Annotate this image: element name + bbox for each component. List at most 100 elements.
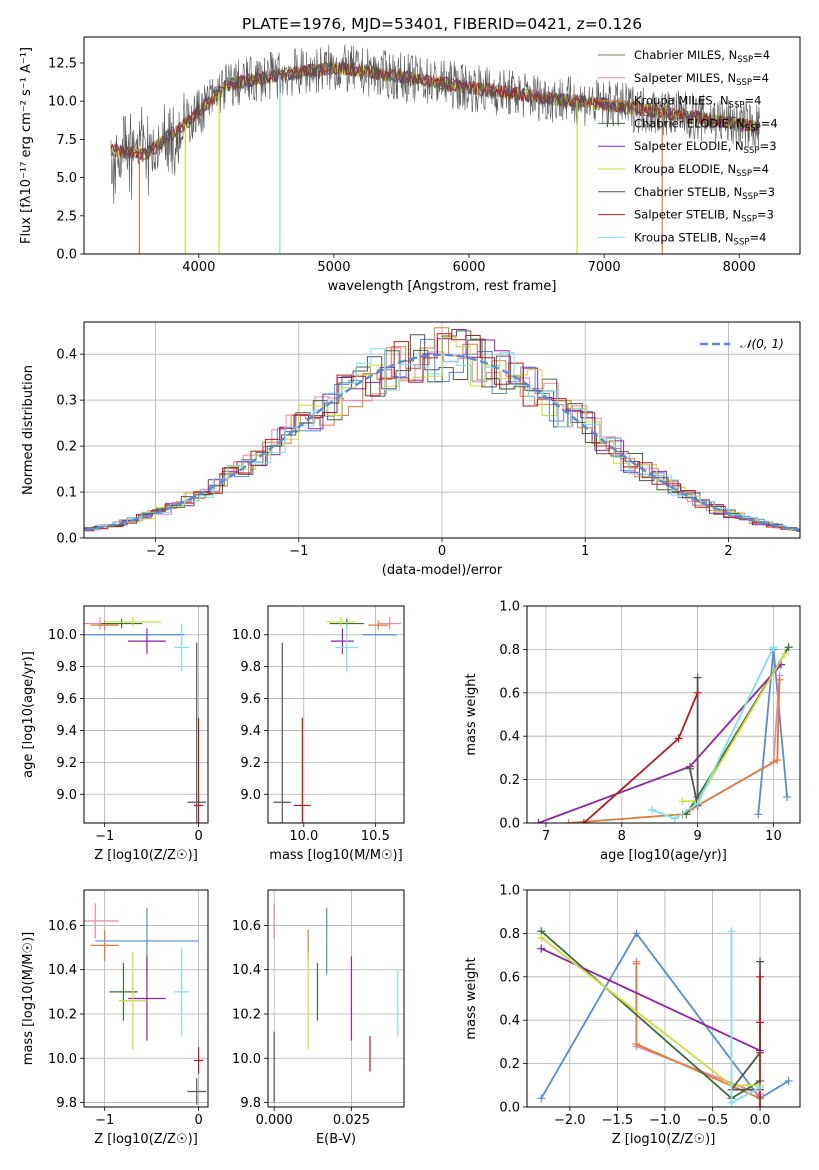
legend-sub: SSP (742, 192, 758, 202)
gaussian-curve (84, 353, 800, 532)
y-tick-label: 9.8 (240, 660, 261, 675)
age_vs_mass-panel: 10.0 10.5 9.0 9.2 9.4 9.6 9.8 10.0 mass [log10(M… (232, 605, 405, 863)
weight-marker (775, 675, 784, 684)
weight-marker (632, 959, 641, 968)
y-tick-label: 10.0 (232, 1052, 261, 1067)
legend-suffix: =3 (757, 208, 774, 222)
plot-area (84, 903, 207, 1105)
y-tick-label: 0.4 (499, 730, 520, 745)
x-tick-label: 0.000 (256, 1113, 293, 1128)
legend-label: Kroupa ELODIE, NSSP=4 (634, 162, 769, 179)
x-axis-label: mass [log10(M/M☉)] (269, 848, 402, 863)
y-tick-label: 10.0 (48, 95, 77, 110)
x-tick-label: 2 (724, 544, 732, 559)
axes-frame (267, 605, 405, 824)
legend-suffix: =4 (753, 48, 770, 62)
legend-suffix: =3 (760, 139, 777, 153)
legend-label: 𝒩(0, 1) (740, 337, 784, 351)
y-tick-label: 9.2 (56, 756, 77, 771)
weight_vs_age-panel: 7 8 9 10 0.0 0.2 0.4 0.6 0.8 1.0 age [log10(age/yr… (464, 600, 801, 863)
spectrum-panel: 4000 5000 6000 7000 8000 0.0 2.5 5.0 7.5 10.0 12.5… (19, 36, 801, 294)
y-axis-label: age [log10(age/yr)] (21, 651, 36, 778)
y-tick-label: 0.3 (56, 394, 77, 409)
weight-marker (756, 972, 765, 981)
weight-marker (648, 805, 657, 814)
y-tick-label: 10.0 (232, 628, 261, 643)
x-tick-label: −1.5 (602, 1113, 634, 1128)
y-tick-label: 7.5 (56, 133, 77, 148)
x-axis-label: age [log10(age/yr)] (600, 848, 727, 863)
legend-suffix: =4 (752, 162, 769, 176)
y-tick-label: 0.2 (499, 773, 520, 788)
x-axis-label: E(B-V) (316, 1132, 356, 1147)
x-tick-label: 0 (194, 829, 202, 844)
weight-marker (784, 643, 793, 652)
weight-marker (780, 649, 789, 658)
y-tick-label: 10.2 (232, 1008, 261, 1023)
weight-line (651, 646, 775, 820)
y-tick-label: 9.6 (56, 692, 77, 707)
weight-line (583, 692, 699, 823)
legend-sub: SSP (736, 169, 752, 179)
legend-label: Salpeter STELIB, NSSP=3 (634, 208, 774, 225)
legend-suffix: =3 (758, 185, 775, 199)
weight-line (540, 931, 790, 1100)
x-axis-label: (data-model)/error (382, 563, 503, 578)
legend-label: Chabrier STELIB, NSSP=3 (634, 185, 775, 202)
weight-marker (727, 1098, 736, 1107)
y-tick-label: 9.8 (56, 1096, 77, 1111)
y-tick-label: 0.8 (499, 643, 520, 658)
histogram-series (84, 333, 800, 532)
y-tick-label: 0.6 (499, 686, 520, 701)
weight-line (730, 931, 761, 1105)
x-tick-label: −1.0 (649, 1113, 681, 1128)
weight-marker (756, 1103, 765, 1107)
weight-marker (784, 1076, 793, 1085)
y-tick-label: 0.0 (56, 532, 77, 547)
weight-line (538, 664, 782, 823)
x-tick-label: 4000 (182, 260, 215, 275)
y-tick-label: 0.2 (499, 1057, 520, 1072)
x-tick-label: −1 (289, 544, 308, 559)
weight-marker (670, 814, 679, 823)
axes-frame (526, 889, 801, 1108)
x-tick-label: 0 (194, 1113, 202, 1128)
x-tick-label: 0 (438, 544, 446, 559)
legend-sub: SSP (737, 55, 753, 65)
y-axis-label: mass weight (464, 957, 479, 1039)
age_vs_Z-panel: −1 0 9.0 9.2 9.4 9.6 9.8 10.0 Z [log10(Z/Z☉)] age… (21, 605, 209, 863)
weight-line (729, 961, 761, 1091)
y-tick-label: 0.0 (499, 817, 520, 832)
y-tick-label: 0.2 (56, 440, 77, 455)
x-axis-label: Z [log10(Z/Z☉)] (94, 1132, 198, 1147)
legend-sub: SSP (729, 101, 745, 111)
x-tick-label: 1 (581, 544, 589, 559)
weight-marker (783, 792, 792, 801)
x-tick-label: 7000 (588, 260, 621, 275)
weight-marker (678, 797, 687, 806)
weight-marker (756, 957, 765, 966)
legend-label: Kroupa STELIB, NSSP=4 (634, 230, 766, 247)
legend-sub: SSP (734, 237, 750, 247)
x-tick-label: 5000 (317, 260, 350, 275)
weight-marker (754, 810, 763, 819)
y-tick-label: 0.0 (56, 248, 77, 263)
x-tick-label: −1 (95, 1113, 114, 1128)
legend-label: Chabrier ELODIE, NSSP=4 (634, 116, 778, 133)
x-tick-label: 0.025 (333, 1113, 370, 1128)
weight-marker (674, 734, 683, 743)
weight-marker (773, 756, 782, 765)
plot-area (273, 903, 399, 1103)
y-tick-label: 9.6 (240, 692, 261, 707)
plot-area (84, 327, 800, 532)
y-tick-label: 9.4 (240, 724, 261, 739)
y-tick-label: 0.4 (499, 1014, 520, 1029)
x-axis-label: Z [log10(Z/Z☉)] (612, 1132, 716, 1147)
y-tick-label: 9.8 (240, 1096, 261, 1111)
axes-frame (83, 321, 801, 539)
axes-frame (83, 36, 801, 255)
legend-sub: SSP (741, 215, 757, 225)
x-tick-label: 7 (542, 829, 550, 844)
y-axis-label: Flux [fλ10⁻¹⁷ erg cm⁻² s⁻¹ A⁻¹] (19, 47, 34, 244)
